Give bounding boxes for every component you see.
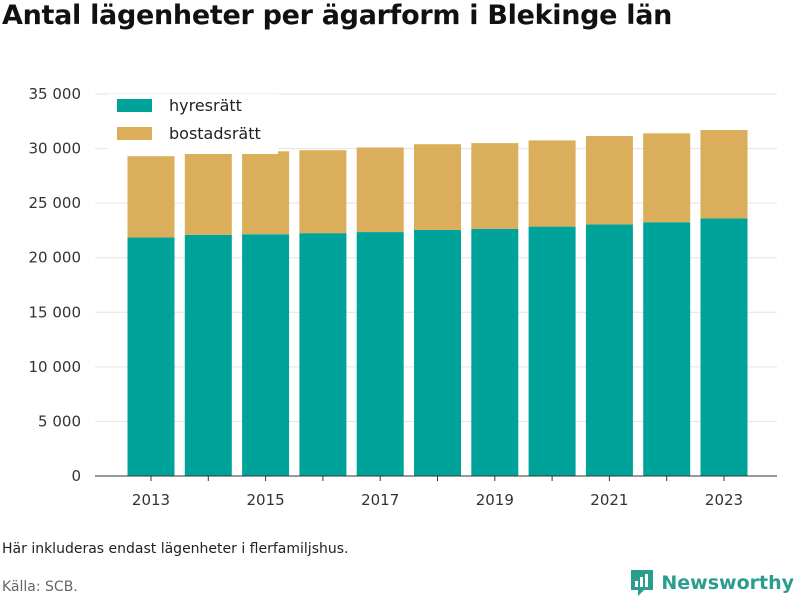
bar-segment bbox=[471, 228, 519, 476]
chart-note: Här inkluderas endast lägenheter i flerf… bbox=[2, 541, 349, 557]
bar-segment bbox=[242, 234, 290, 476]
bar-segment bbox=[585, 224, 633, 476]
legend-swatch bbox=[117, 127, 152, 140]
legend-swatch bbox=[117, 99, 152, 112]
y-tick-label: 0 bbox=[71, 467, 81, 485]
legend-label: hyresrätt bbox=[169, 96, 242, 115]
bar-segment bbox=[643, 133, 691, 223]
bar-segment bbox=[643, 222, 691, 476]
y-tick-label: 35 000 bbox=[29, 85, 82, 103]
y-tick-label: 30 000 bbox=[29, 140, 82, 158]
bar-segment bbox=[528, 140, 576, 227]
bar-segment bbox=[356, 147, 404, 233]
x-tick-label: 2015 bbox=[247, 491, 285, 509]
bar-segment bbox=[299, 150, 347, 234]
chart-source: Källa: SCB. bbox=[2, 579, 78, 595]
brand-logo[interactable]: Newsworthy bbox=[629, 568, 794, 598]
x-tick-label: 2017 bbox=[361, 491, 399, 509]
chart-title: Antal lägenheter per ägarform i Blekinge… bbox=[2, 0, 673, 31]
y-tick-label: 25 000 bbox=[29, 194, 82, 212]
newsworthy-logo-icon bbox=[631, 570, 654, 596]
bar-segment bbox=[356, 232, 404, 476]
legend-label: bostadsrätt bbox=[169, 124, 261, 143]
bar-segment bbox=[184, 152, 232, 235]
stacked-bar-chart: 0 5 000 10 000 15 000 20 000 25 000 30 000 35 0… bbox=[29, 85, 777, 509]
bars bbox=[127, 130, 748, 476]
bar-segment bbox=[414, 229, 461, 476]
bar-segment bbox=[700, 130, 748, 219]
x-tick-label: 2023 bbox=[705, 491, 743, 509]
y-tick-label: 10 000 bbox=[29, 358, 82, 376]
bar-segment bbox=[528, 226, 576, 476]
bar-segment bbox=[242, 151, 290, 235]
bar-segment bbox=[184, 234, 232, 476]
y-axis: 0 5 000 10 000 15 000 20 000 25 000 30 000 35 0… bbox=[29, 85, 82, 485]
bar-segment bbox=[127, 156, 175, 238]
x-tick-label: 2019 bbox=[476, 491, 514, 509]
bar-segment bbox=[585, 136, 633, 225]
bar-segment bbox=[299, 233, 347, 476]
bar-segment bbox=[414, 144, 461, 230]
x-tick-label: 2013 bbox=[132, 491, 170, 509]
y-tick-label: 15 000 bbox=[29, 303, 82, 321]
legend: hyresrätt bostadsrätt bbox=[108, 94, 278, 154]
x-tick-label: 2021 bbox=[590, 491, 628, 509]
bar-segment bbox=[471, 143, 519, 229]
bar-segment bbox=[127, 237, 175, 476]
bar-segment bbox=[700, 218, 748, 476]
y-tick-label: 5 000 bbox=[38, 412, 81, 430]
brand-name: Newsworthy bbox=[661, 572, 794, 594]
x-axis: 2013 2015 2017 2019 2021 2023 bbox=[95, 475, 777, 509]
y-tick-label: 20 000 bbox=[29, 249, 82, 267]
